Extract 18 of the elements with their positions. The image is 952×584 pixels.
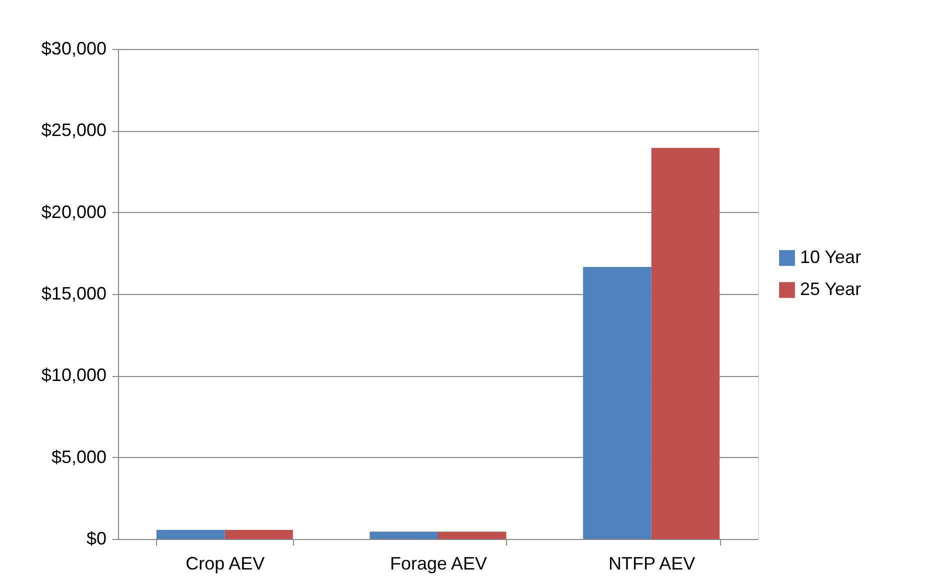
bar <box>583 267 652 539</box>
x-tick-label: NTFP AEV <box>608 554 696 574</box>
legend-label: 25 Year <box>800 279 862 299</box>
y-tick-label: $25,000 <box>41 120 106 140</box>
y-tick-label: $30,000 <box>41 38 106 58</box>
bar <box>651 148 720 539</box>
y-tick-label: $20,000 <box>41 202 106 222</box>
bar <box>224 530 293 539</box>
bar <box>438 532 506 539</box>
bar <box>370 532 438 539</box>
y-tick-label: $15,000 <box>41 284 106 304</box>
x-tick-label: Crop AEV <box>186 554 265 574</box>
y-tick-label: $10,000 <box>41 365 106 386</box>
y-tick-label: $0 <box>86 528 106 548</box>
legend-label: 10 Year <box>800 247 862 267</box>
x-tick-label: Forage AEV <box>390 554 488 574</box>
bar <box>156 530 225 539</box>
y-tick-label: $5,000 <box>51 446 106 467</box>
